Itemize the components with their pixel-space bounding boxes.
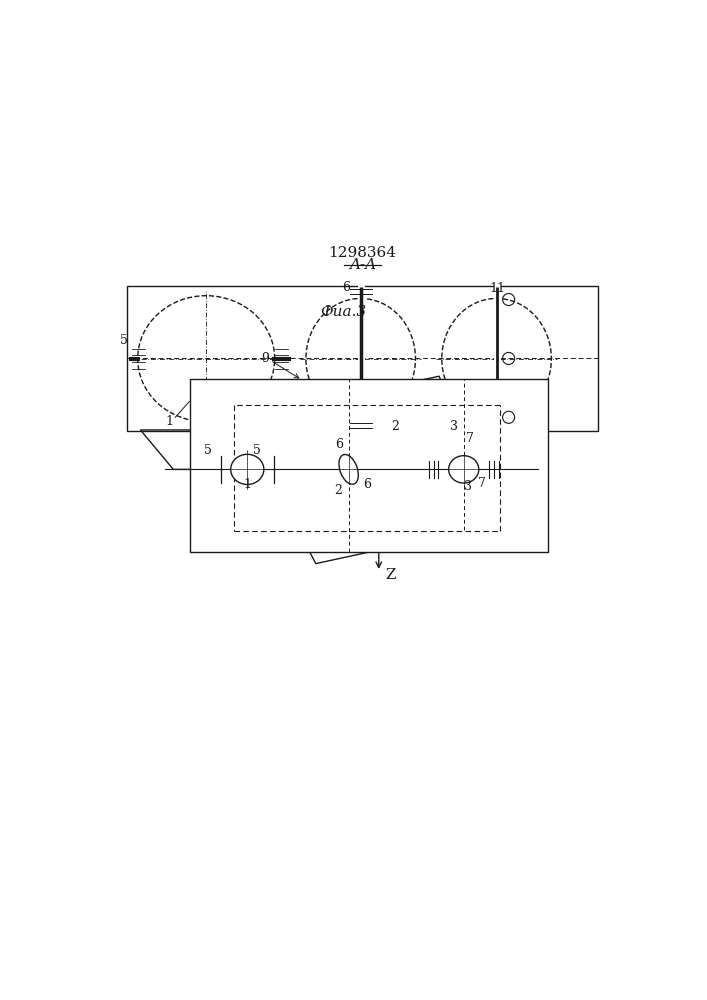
Text: 1298364: 1298364 — [328, 246, 397, 260]
Text: Фиа.2: Фиа.2 — [274, 440, 320, 454]
Text: X: X — [532, 462, 543, 476]
Text: 5: 5 — [120, 334, 128, 347]
Text: 5: 5 — [204, 444, 212, 457]
Text: 1: 1 — [243, 478, 251, 491]
Text: 7: 7 — [467, 432, 474, 445]
Bar — [127, 286, 598, 431]
Text: 2: 2 — [391, 420, 399, 433]
Text: 7: 7 — [478, 477, 486, 490]
Text: A-A: A-A — [349, 258, 376, 272]
Ellipse shape — [230, 454, 264, 484]
Text: Z: Z — [385, 568, 396, 582]
Text: 9: 9 — [261, 352, 269, 365]
Text: 2: 2 — [334, 484, 341, 497]
Bar — [189, 379, 547, 552]
Text: 1: 1 — [165, 415, 173, 428]
Text: Фиа.3: Фиа.3 — [320, 305, 366, 319]
Text: 3: 3 — [450, 420, 458, 433]
Text: 3: 3 — [464, 480, 472, 493]
Text: 5: 5 — [252, 444, 260, 457]
Ellipse shape — [449, 456, 479, 483]
Text: 6: 6 — [363, 478, 370, 491]
Text: 6: 6 — [342, 281, 350, 294]
Ellipse shape — [339, 454, 358, 484]
Text: 11: 11 — [489, 282, 505, 295]
Text: 6: 6 — [335, 438, 344, 451]
